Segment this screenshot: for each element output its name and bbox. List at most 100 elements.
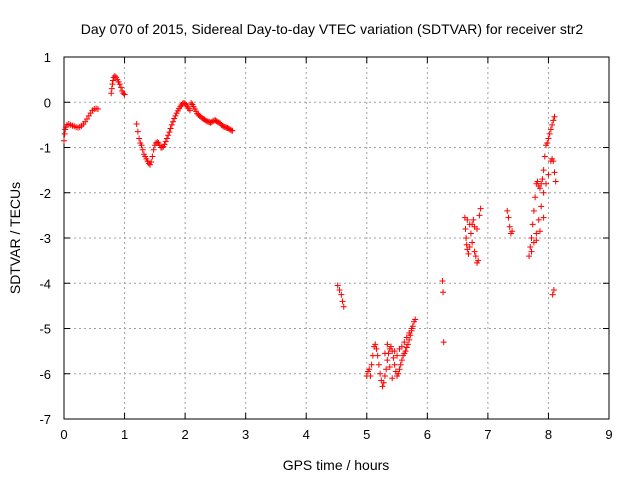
data-point xyxy=(388,343,394,350)
y-tick-label: -3 xyxy=(39,231,51,246)
data-point xyxy=(439,277,446,284)
data-point xyxy=(551,113,558,120)
data-point xyxy=(117,84,124,91)
data-point xyxy=(138,142,145,149)
data-point xyxy=(182,100,189,107)
x-axis-label: GPS time / hours xyxy=(283,457,390,473)
axis-ticks: 0 1 2 3 4 5 6 7 8 9 -7 -6 -5 -4 -3 -2 -1 0 1 xyxy=(39,50,612,442)
data-point xyxy=(154,139,161,146)
data-point xyxy=(120,90,127,97)
y-tick-label: -5 xyxy=(39,322,51,337)
data-point xyxy=(398,357,405,364)
data-point xyxy=(366,366,373,373)
data-point xyxy=(161,141,168,148)
data-point xyxy=(381,373,388,380)
data-point xyxy=(109,81,116,88)
y-tick-label: 0 xyxy=(44,95,51,110)
data-points xyxy=(61,73,559,390)
data-point xyxy=(229,127,236,134)
data-point xyxy=(406,330,413,337)
data-point xyxy=(340,303,347,310)
data-point xyxy=(110,77,117,84)
data-point xyxy=(381,350,388,357)
data-point xyxy=(536,185,543,192)
data-point xyxy=(133,120,140,127)
data-point xyxy=(111,73,118,80)
data-point xyxy=(386,363,393,370)
data-point xyxy=(84,115,91,122)
data-point xyxy=(543,180,550,187)
data-point xyxy=(547,126,554,133)
y-tick-label: -1 xyxy=(39,141,51,156)
data-point xyxy=(540,189,547,196)
data-point xyxy=(375,361,382,368)
data-point xyxy=(533,230,540,237)
data-point xyxy=(550,117,557,124)
data-point xyxy=(529,221,536,228)
data-point xyxy=(188,100,195,107)
data-point xyxy=(530,207,537,214)
x-tick-label: 7 xyxy=(484,427,491,442)
data-point xyxy=(535,216,542,223)
data-point xyxy=(404,341,411,348)
data-point xyxy=(526,253,533,260)
data-point xyxy=(338,291,345,298)
data-point xyxy=(61,137,67,144)
data-point xyxy=(162,138,169,145)
data-point xyxy=(545,135,552,142)
data-point xyxy=(149,153,156,160)
data-point xyxy=(504,207,511,214)
data-point xyxy=(108,85,115,92)
data-point xyxy=(467,230,474,237)
y-tick-label: -4 xyxy=(39,276,51,291)
data-point xyxy=(540,214,547,221)
grid xyxy=(64,57,609,419)
data-point xyxy=(536,228,543,235)
data-point xyxy=(528,248,535,255)
data-point xyxy=(397,361,404,368)
data-point xyxy=(538,203,545,210)
data-point xyxy=(462,225,469,232)
data-point xyxy=(550,287,557,294)
data-point xyxy=(506,223,513,230)
data-point xyxy=(544,139,551,146)
data-point xyxy=(549,291,556,298)
data-point xyxy=(540,167,547,174)
data-point xyxy=(395,370,402,377)
y-axis-label: SDTVAR / TECUs xyxy=(7,182,23,294)
data-point xyxy=(534,178,541,185)
x-tick-label: 9 xyxy=(605,427,612,442)
x-tick-label: 4 xyxy=(303,427,310,442)
data-point xyxy=(401,339,408,346)
data-point xyxy=(384,357,391,364)
data-point xyxy=(136,135,143,142)
data-point xyxy=(167,125,174,132)
data-point xyxy=(379,383,386,390)
data-point xyxy=(470,216,477,223)
data-point xyxy=(469,239,476,246)
data-point xyxy=(121,91,128,98)
y-tick-label: -7 xyxy=(39,412,51,427)
data-point xyxy=(373,345,380,352)
data-point xyxy=(170,118,176,125)
data-point xyxy=(550,158,557,165)
x-tick-label: 6 xyxy=(424,427,431,442)
data-point xyxy=(403,334,410,341)
data-point xyxy=(168,121,175,128)
data-point xyxy=(186,107,193,114)
data-point xyxy=(545,171,552,178)
x-tick-label: 5 xyxy=(363,427,370,442)
data-point xyxy=(383,366,390,373)
data-point xyxy=(476,212,483,219)
x-tick-label: 1 xyxy=(121,427,128,442)
data-point xyxy=(532,194,539,201)
data-point xyxy=(465,250,472,257)
data-point xyxy=(471,248,478,255)
x-tick-label: 0 xyxy=(60,427,67,442)
data-point xyxy=(391,348,398,355)
data-point xyxy=(163,135,170,142)
data-point xyxy=(367,373,374,380)
data-point xyxy=(380,379,387,386)
data-point xyxy=(509,228,516,235)
